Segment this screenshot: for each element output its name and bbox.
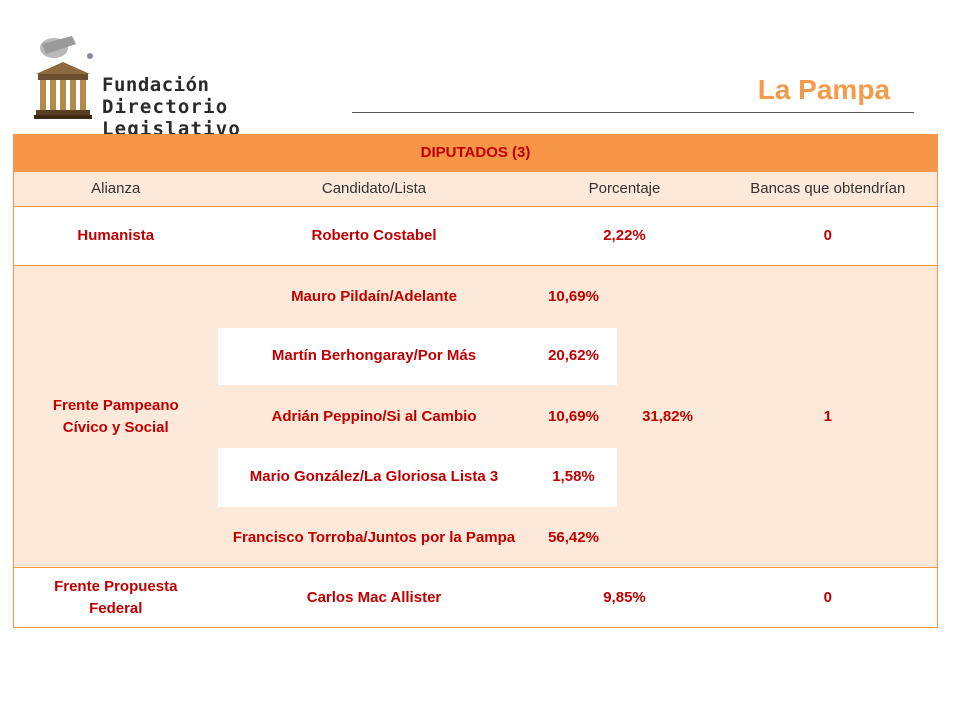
sublist-candidato-cell: Mario González/La Gloriosa Lista 3 (217, 447, 531, 508)
table-row: Adrián Peppino/Si al Cambio 10,69% (14, 385, 938, 448)
bancas-cell: 0 (718, 206, 939, 266)
sublist-porcentaje-cell: 10,69% (530, 385, 617, 448)
building-emblem-icon (34, 36, 93, 119)
title-divider (352, 112, 914, 113)
sublist-porcentaje-cell: 20,62% (530, 327, 617, 386)
logo: Fundación Directorio Legislativo (32, 34, 332, 140)
candidato-cell: Carlos Mac Allister (217, 567, 531, 628)
alianza-cell: Frente Propuesta Federal (13, 567, 218, 628)
sublist-candidato-cell: Mauro Pildaín/Adelante (217, 265, 531, 328)
sublist-candidato-cell: Francisco Torroba/Juntos por la Pampa (217, 507, 531, 568)
bancas-cell: 0 (718, 567, 939, 628)
sublist-porcentaje-cell: 56,42% (530, 507, 617, 568)
column-header-alianza: Alianza (13, 171, 218, 207)
alianza-cell: Frente Pampeano Cívico y Social (13, 265, 218, 568)
porcentaje-cell: 2,22% (530, 206, 719, 266)
table-row: Humanista Roberto Costabel 2,22% 0 (13, 206, 939, 266)
sublist-candidato-cell: Martín Berhongaray/Por Más (217, 327, 531, 386)
logo-line-1: Fundación (102, 74, 210, 96)
porcentaje-cell: 9,85% (530, 567, 719, 628)
porcentaje-total-cell: 31,82% (616, 265, 719, 568)
alianza-cell: Humanista (13, 206, 218, 266)
table-row: Francisco Torroba/Juntos por la Pampa 56… (14, 507, 938, 568)
table-row: Frente Propuesta Federal Carlos Mac Alli… (13, 567, 939, 628)
sublist-candidato-cell: Adrián Peppino/Si al Cambio (217, 385, 531, 448)
section-header: DIPUTADOS (3) (12, 134, 939, 172)
table-row: Mario González/La Gloriosa Lista 3 1,58% (14, 447, 938, 508)
column-header-candidato: Candidato/Lista (217, 171, 531, 207)
region-title: La Pampa (757, 74, 890, 105)
column-header-bancas: Bancas que obtendrían (718, 171, 939, 207)
column-header-porcentaje: Porcentaje (530, 171, 719, 207)
results-table: DIPUTADOS (3) Alianza Candidato/Lista Po… (12, 134, 939, 628)
sublist-porcentaje-cell: 10,69% (530, 265, 617, 328)
bancas-cell: 1 (718, 265, 939, 568)
table-row: Frente Pampeano Cívico y Social Mauro Pi… (13, 265, 939, 568)
sublist-porcentaje-cell: 1,58% (530, 447, 617, 508)
table-row: Martín Berhongaray/Por Más 20,62% (14, 327, 938, 386)
candidato-cell: Roberto Costabel (217, 206, 531, 266)
